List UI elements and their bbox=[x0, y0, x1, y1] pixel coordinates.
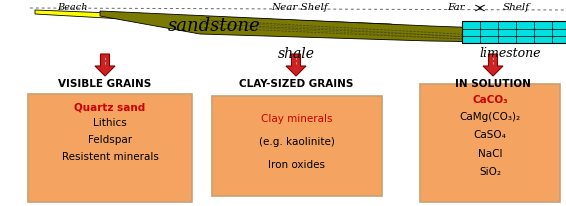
Text: SiO₂: SiO₂ bbox=[479, 166, 501, 176]
Text: Resistent minerals: Resistent minerals bbox=[62, 151, 158, 161]
Text: limestone: limestone bbox=[479, 47, 541, 60]
Text: shale: shale bbox=[277, 47, 315, 61]
Polygon shape bbox=[286, 55, 306, 77]
Text: Clay minerals: Clay minerals bbox=[261, 114, 333, 123]
Polygon shape bbox=[483, 55, 503, 77]
Polygon shape bbox=[95, 55, 115, 77]
FancyBboxPatch shape bbox=[420, 85, 560, 202]
Text: Iron oxides: Iron oxides bbox=[268, 159, 325, 169]
Polygon shape bbox=[35, 11, 430, 37]
Text: CaCO₃: CaCO₃ bbox=[472, 95, 508, 104]
Bar bbox=[462, 22, 566, 44]
Text: CLAY-SIZED GRAINS: CLAY-SIZED GRAINS bbox=[239, 79, 353, 89]
Polygon shape bbox=[100, 12, 566, 44]
Text: sandstone: sandstone bbox=[168, 17, 261, 35]
Text: Near Shelf: Near Shelf bbox=[272, 3, 328, 12]
Text: VISIBLE GRAINS: VISIBLE GRAINS bbox=[58, 79, 152, 89]
Text: Quartz sand: Quartz sand bbox=[74, 102, 145, 111]
Text: Far: Far bbox=[447, 3, 465, 12]
Text: Feldspar: Feldspar bbox=[88, 134, 132, 144]
Text: CaMg(CO₃)₂: CaMg(CO₃)₂ bbox=[460, 111, 521, 121]
FancyBboxPatch shape bbox=[28, 95, 192, 202]
Text: NaCl: NaCl bbox=[478, 148, 502, 158]
Text: CaSO₄: CaSO₄ bbox=[474, 129, 507, 139]
Text: IN SOLUTION: IN SOLUTION bbox=[455, 79, 531, 89]
Text: (e.g. kaolinite): (e.g. kaolinite) bbox=[259, 136, 335, 146]
FancyBboxPatch shape bbox=[212, 97, 382, 196]
Text: Lithics: Lithics bbox=[93, 117, 127, 127]
Text: Shelf: Shelf bbox=[503, 3, 530, 12]
Text: Beach: Beach bbox=[57, 3, 87, 12]
